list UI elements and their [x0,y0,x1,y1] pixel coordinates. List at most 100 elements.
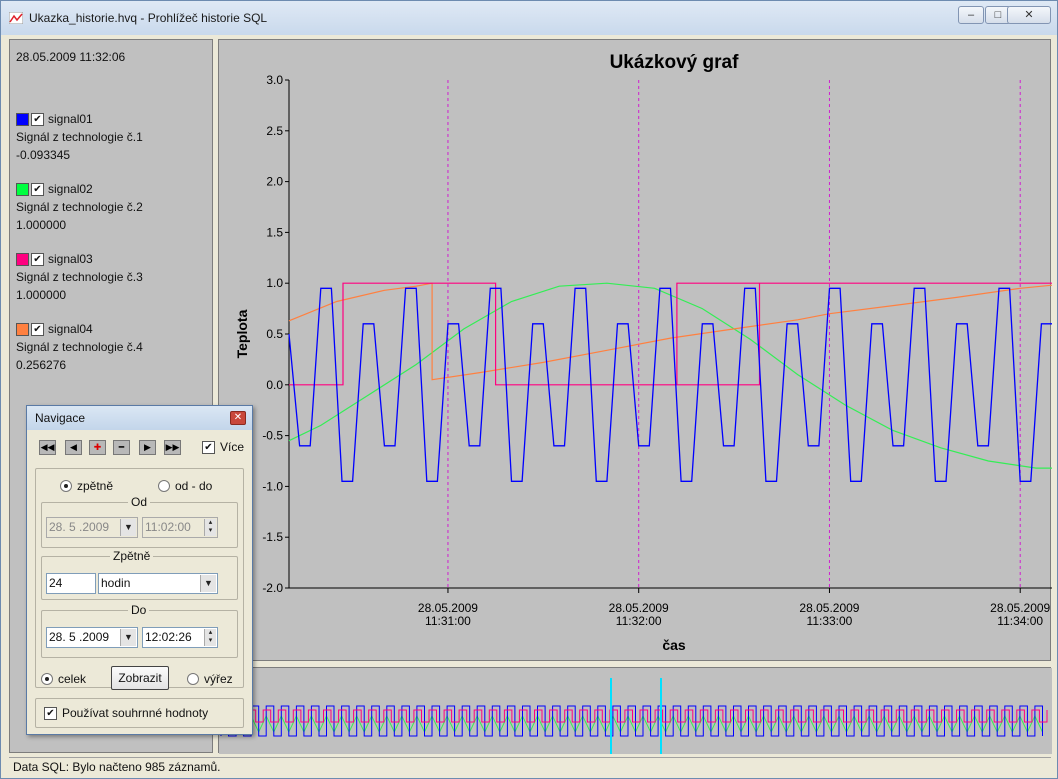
to-time-field[interactable]: 12:02:26 ▴ ▾ [142,627,218,648]
signal-checkbox[interactable]: ✔ [31,252,44,266]
overview-series-signal02 [220,714,1043,734]
signal-name: signal02 [48,182,93,196]
x-tick-time: 11:33:00 [807,614,853,628]
from-group: Od 28. 5 .2009 ▼ 11:02:00 ▴ ▾ [41,495,238,548]
spinner-icon[interactable]: ▴ ▾ [204,519,216,536]
whole-label: celek [58,672,87,686]
zoom-out-icon[interactable]: ━ [113,440,130,455]
signal-checkbox[interactable]: ✔ [31,182,44,196]
from-date-value: 28. 5 .2009 [49,520,110,534]
back-count-value: 24 [49,576,63,590]
more-label: Více [220,440,245,454]
summary-checkbox[interactable]: ✔ Používat souhrnné hodnoty [44,706,208,720]
x-tick-time: 11:32:00 [616,614,662,628]
signal-name: signal04 [48,322,93,336]
close-button[interactable]: ✕ [1007,6,1051,24]
to-legend: Do [128,603,150,617]
overview-panel[interactable] [218,667,1052,754]
back-count-input[interactable]: 24 [46,573,96,594]
from-time-field[interactable]: 11:02:00 ▴ ▾ [142,517,218,538]
window-title: Ukazka_historie.hvq - Prohlížeč historie… [29,11,268,25]
x-tick-date: 28.05.2009 [418,601,478,615]
y-tick-label: -0.5 [262,429,283,443]
cursor-datetime: 28.05.2009 11:32:06 [16,50,126,64]
show-button[interactable]: Zobrazit [111,666,169,690]
navigation-title: Navigace [35,411,86,425]
from-date-picker[interactable]: 28. 5 .2009 ▼ [46,517,138,538]
series-line-signal01 [288,287,1052,482]
x-tick-date: 28.05.2009 [609,601,669,615]
series-line-signal03 [289,282,1052,386]
last-page-icon[interactable]: ▶▶ [164,440,181,455]
signal-color-swatch[interactable] [16,112,29,126]
signal-value: 1.000000 [16,218,67,232]
signal-color-swatch[interactable] [16,182,29,196]
cut-label: výřez [204,672,233,686]
title-bar[interactable]: Ukazka_historie.hvq - Prohlížeč historie… [1,1,1057,35]
signal-description: Signál z technologie č.2 [16,200,143,214]
navigation-close-icon[interactable]: ✕ [230,411,246,425]
series-line-signal04 [288,282,1053,381]
signal-color-swatch[interactable] [16,322,29,336]
whole-radio[interactable]: celek [41,672,86,686]
signal-value: 1.000000 [16,288,67,302]
x-tick-date: 28.05.2009 [990,601,1050,615]
from-time-value: 11:02:00 [145,520,191,534]
summary-label: Používat souhrnné hodnoty [62,706,209,720]
zoom-in-icon[interactable]: ✚ [89,440,106,455]
signal-description: Signál z technologie č.3 [16,270,143,284]
signal-color-swatch[interactable] [16,252,29,266]
to-time-value: 12:02:26 [145,630,192,644]
history-chart[interactable]: Ukázkový graf 3.0 2.5 2.0 1.5 1.0 0.5 0.0 -0.5 -1… [219,40,1053,662]
first-page-icon[interactable]: ◀◀ [39,440,56,455]
range-group: zpětně od - do [35,468,244,688]
overview-chart[interactable] [219,668,1052,754]
overview-series-signal01 [220,705,1043,737]
to-date-picker[interactable]: 28. 5 .2009 ▼ [46,627,138,648]
y-tick-label: 2.5 [266,124,283,138]
signal-description: Signál z technologie č.4 [16,340,143,354]
chart-panel[interactable]: Ukázkový graf 3.0 2.5 2.0 1.5 1.0 0.5 0.0 -0.5 -1… [218,39,1053,662]
dropdown-arrow-icon[interactable]: ▼ [120,629,136,646]
signal-name: signal03 [48,252,93,266]
minimize-button[interactable]: ‒ [958,6,984,24]
mode-range-radio[interactable]: od - do [158,479,212,493]
dropdown-arrow-icon[interactable]: ▼ [120,519,136,536]
navigation-dialog: Navigace ✕ ◀◀ ◀ ✚ ━ ▶ ▶▶ ✔ Více zpětně od… [26,405,253,735]
signal-description: Signál z technologie č.1 [16,130,143,144]
spinner-icon[interactable]: ▴ ▾ [204,629,216,646]
x-axis-label: čas [662,637,686,653]
dropdown-arrow-icon[interactable]: ▼ [200,575,216,592]
navigation-title-bar[interactable]: Navigace ✕ [27,406,252,430]
chart-title: Ukázkový graf [610,52,740,73]
y-tick-label: 1.0 [266,276,283,290]
x-tick-time: 11:31:00 [425,614,471,628]
back-legend: Zpětně [110,549,154,563]
signal-checkbox[interactable]: ✔ [31,112,44,126]
y-tick-label: -1.5 [262,530,283,544]
status-bar: Data SQL: Bylo načteno 985 záznamů. [9,757,1051,777]
chart-app-icon [9,12,23,24]
mode-back-radio[interactable]: zpětně [60,479,113,493]
summary-group: ✔ Používat souhrnné hodnoty [35,698,244,728]
signal-checkbox[interactable]: ✔ [31,322,44,336]
y-tick-label: 0.5 [266,327,283,341]
back-group: Zpětně 24 hodin ▼ [41,549,238,600]
y-tick-label: 0.0 [266,378,283,392]
mode-range-label: od - do [175,479,213,493]
more-checkbox[interactable]: ✔ Více [202,440,244,454]
y-tick-label: 1.5 [266,225,283,239]
signal-value: 0.256276 [16,358,67,372]
cut-radio[interactable]: výřez [187,672,233,686]
back-unit-select[interactable]: hodin ▼ [98,573,218,594]
previous-icon[interactable]: ◀ [65,440,82,455]
y-tick-label: -1.0 [262,479,283,493]
y-axis-label: Teplota [234,309,250,358]
signal-name: signal01 [48,112,93,126]
from-legend: Od [128,495,151,509]
to-date-value: 28. 5 .2009 [49,630,110,644]
y-tick-label: -2.0 [262,581,283,595]
y-tick-label: 3.0 [266,73,283,87]
next-icon[interactable]: ▶ [139,440,156,455]
